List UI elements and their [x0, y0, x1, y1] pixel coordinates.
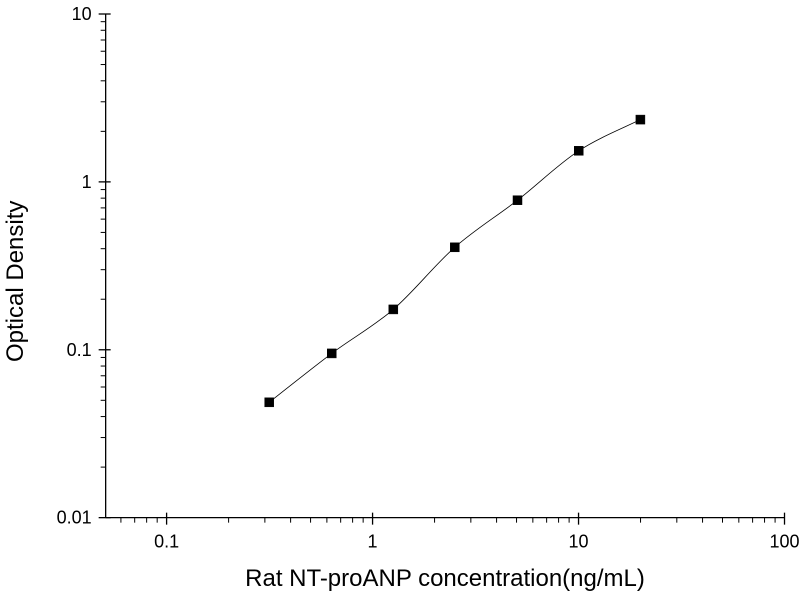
svg-text:100: 100 — [769, 532, 799, 552]
svg-text:10: 10 — [72, 4, 92, 24]
svg-text:10: 10 — [569, 532, 589, 552]
svg-text:1: 1 — [368, 532, 378, 552]
svg-text:0.01: 0.01 — [57, 508, 92, 528]
svg-text:0.1: 0.1 — [67, 340, 92, 360]
svg-text:0.1: 0.1 — [154, 532, 179, 552]
svg-text:1: 1 — [82, 172, 92, 192]
